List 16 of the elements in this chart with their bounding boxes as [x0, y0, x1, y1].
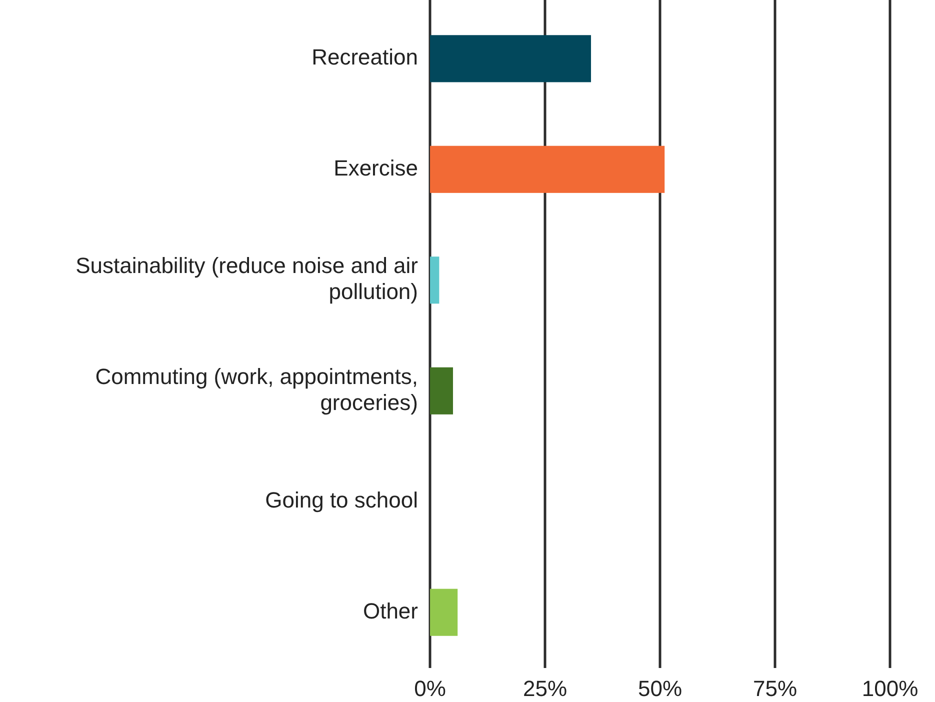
y-tick-label: Going to school: [265, 487, 418, 512]
x-tick-label: 25%: [522, 676, 568, 701]
bar: [430, 146, 665, 193]
x-tick-label: 50%: [638, 676, 682, 701]
x-tick-label: 75%: [752, 676, 798, 701]
y-tick-label: Sustainability (reduce noise and air pollution): [76, 252, 418, 304]
bar: [430, 367, 453, 414]
bar: [430, 588, 458, 636]
y-tick-label: Commuting (work, appointments, groceries): [95, 364, 418, 415]
bar: [430, 35, 591, 82]
y-tick-label: Recreation: [312, 44, 418, 70]
y-tick-label: Exercise: [334, 155, 418, 180]
x-tick-label: 0%: [414, 676, 446, 701]
y-tick-label: Other: [362, 598, 418, 624]
bar: [430, 256, 440, 304]
x-tick-label: 100%: [862, 676, 918, 701]
